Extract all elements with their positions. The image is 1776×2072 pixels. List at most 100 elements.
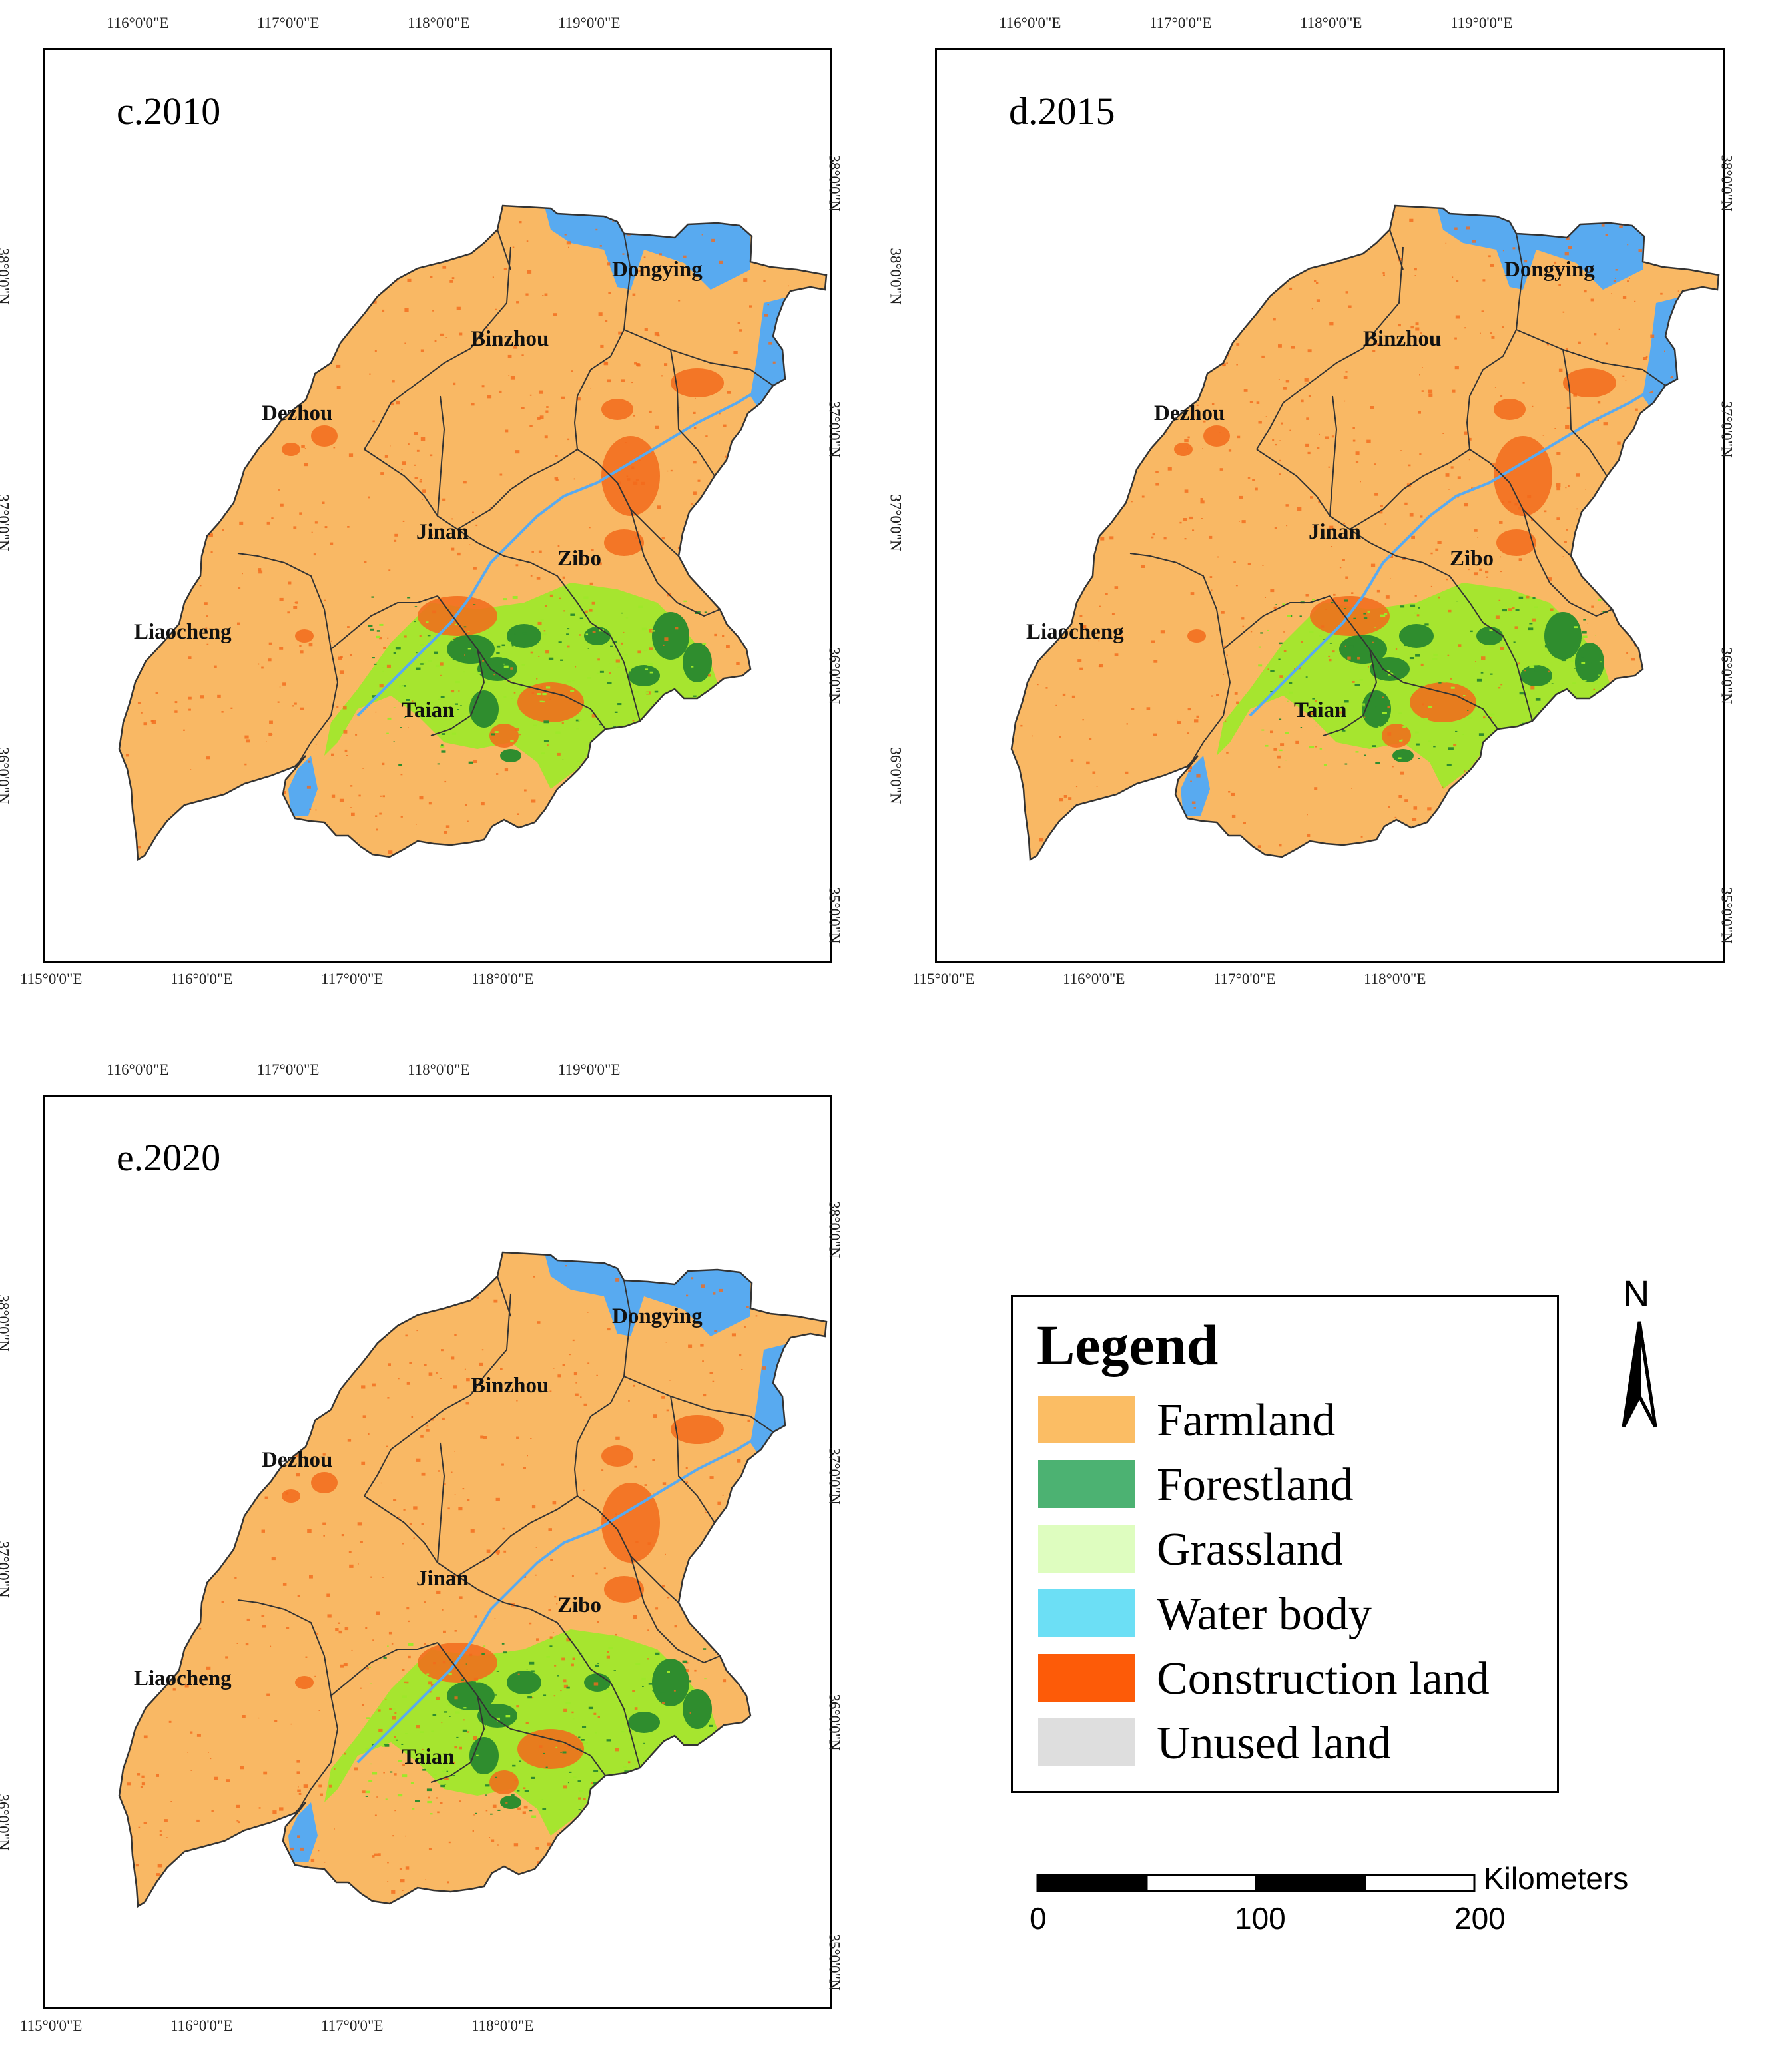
right-tick-label: 38°0'0"N [826, 154, 843, 212]
city-label-dezhou: Dezhou [1154, 401, 1225, 425]
urban-area [1494, 436, 1552, 516]
farmland-area [119, 1252, 826, 1906]
north-arrow-icon [1622, 1321, 1657, 1428]
admin-boundary [237, 553, 339, 770]
yellow-river [356, 1349, 826, 1764]
right-tick-label: 37°0'0"N [826, 401, 843, 458]
left-tick-label: 36°0'0"N [0, 1794, 12, 1851]
city-label-binzhou: Binzhou [471, 1374, 549, 1398]
left-tick-label: 37°0'0"N [0, 1541, 12, 1598]
bottom-tick-label: 118°0'0"E [1364, 971, 1426, 987]
scale-unit: Kilometers [1484, 1861, 1629, 1896]
urban-area [517, 1729, 584, 1769]
admin-boundary [1522, 509, 1613, 617]
top-tick-label: 119°0'0"E [558, 15, 621, 31]
city-label-dongying: Dongying [612, 1304, 703, 1328]
forest-patch [628, 1712, 660, 1733]
yellow-river [356, 302, 826, 717]
admin-boundary [364, 449, 578, 531]
legend-swatch [1038, 1460, 1135, 1508]
city-label-taian: Taian [402, 1745, 455, 1769]
city-label-taian: Taian [1294, 698, 1347, 722]
legend-swatch [1038, 1525, 1135, 1573]
top-tick-label: 117°0'0"E [257, 15, 320, 31]
legend-label: Forestland [1157, 1459, 1354, 1511]
right-tick-label: 35°0'0"N [826, 1934, 843, 1991]
forest-patch [683, 1689, 712, 1729]
admin-boundary [437, 595, 606, 730]
top-tick-label: 116°0'0"E [107, 1061, 169, 1078]
bottom-tick-label: 116°0'0"E [170, 2017, 233, 2034]
legend-swatch [1038, 1396, 1135, 1443]
bottom-tick-label: 117°0'0"E [321, 971, 384, 987]
city-label-liaocheng: Liaocheng [134, 1667, 232, 1690]
bottom-tick-label: 118°0'0"E [471, 971, 534, 987]
right-tick-label: 38°0'0"N [826, 1201, 843, 1258]
city-label-dongying: Dongying [612, 258, 703, 282]
admin-boundary [1329, 595, 1498, 730]
admin-boundary [670, 1396, 715, 1523]
farmland-area [1012, 206, 1719, 860]
legend-title: Legend [1037, 1313, 1219, 1377]
bottom-tick-label: 116°0'0"E [1063, 971, 1125, 987]
forest-patch [584, 627, 611, 645]
coastal-water [1436, 206, 1643, 290]
top-tick-label: 119°0'0"E [558, 1061, 621, 1078]
top-tick-label: 116°0'0"E [999, 15, 1061, 31]
legend-swatch [1038, 1654, 1135, 1702]
legend-label: Unused land [1157, 1718, 1391, 1769]
right-tick-label: 38°0'0"N [1718, 154, 1735, 212]
urban-area [1203, 425, 1230, 447]
lake-water [1181, 756, 1210, 816]
right-tick-label: 35°0'0"N [1718, 887, 1735, 944]
legend-label: Construction land [1157, 1653, 1490, 1704]
admin-boundary [630, 509, 721, 617]
yellow-river [1249, 302, 1719, 717]
right-tick-label: 36°0'0"N [826, 1694, 843, 1751]
urban-area [295, 1676, 314, 1689]
admin-boundary [1389, 229, 1404, 270]
scale-label-100: 100 [1235, 1901, 1286, 1936]
bottom-tick-label: 115°0'0"E [20, 971, 83, 987]
legend-swatch [1038, 1718, 1135, 1766]
map-frame: e.2020 Dongying Binzhou Dezhou Jinan Zibo Liao… [43, 1095, 832, 2009]
city-label-binzhou: Binzhou [471, 327, 549, 351]
region-outline [118, 1251, 828, 1908]
urban-area [517, 682, 584, 722]
scale-label-0: 0 [1030, 1901, 1047, 1936]
forest-patch [1520, 665, 1552, 686]
top-tick-label: 118°0'0"E [408, 1061, 470, 1078]
urban-area [154, 521, 175, 537]
top-tick-label: 119°0'0"E [1450, 15, 1513, 31]
city-label-binzhou: Binzhou [1363, 327, 1442, 351]
admin-boundary [1129, 553, 1231, 770]
urban-area [1046, 521, 1067, 537]
admin-boundary [364, 1495, 578, 1577]
forest-patch [1544, 612, 1582, 660]
urban-area [601, 1483, 660, 1563]
legend: Legend Farmland Forestland Grassland Water … [1011, 1295, 1559, 1793]
map-panel-0: c.2010 Dongying Binzhou Dezhou Jinan Zibo Liao… [0, 0, 879, 1025]
urban-area [489, 724, 519, 748]
urban-area [604, 529, 644, 556]
admin-boundary [1562, 349, 1608, 477]
forest-patch [1399, 624, 1434, 648]
urban-area [489, 1770, 519, 1794]
bottom-tick-label: 117°0'0"E [321, 2017, 384, 2034]
north-label: N [1623, 1272, 1650, 1314]
left-tick-label: 36°0'0"N [887, 747, 904, 804]
urban-area [311, 1472, 338, 1493]
top-tick-label: 118°0'0"E [408, 15, 470, 31]
forest-patch [652, 612, 689, 660]
urban-area [282, 1489, 300, 1503]
admin-boundary [457, 529, 641, 722]
admin-boundary [1256, 449, 1470, 531]
city-label-liaocheng: Liaocheng [134, 620, 232, 644]
bottom-tick-label: 116°0'0"E [170, 971, 233, 987]
city-label-taian: Taian [402, 698, 455, 722]
left-tick-label: 37°0'0"N [0, 494, 12, 551]
admin-boundary [364, 1293, 511, 1497]
right-tick-label: 36°0'0"N [1718, 647, 1735, 704]
city-label-dongying: Dongying [1504, 258, 1595, 282]
admin-boundary [497, 229, 511, 270]
